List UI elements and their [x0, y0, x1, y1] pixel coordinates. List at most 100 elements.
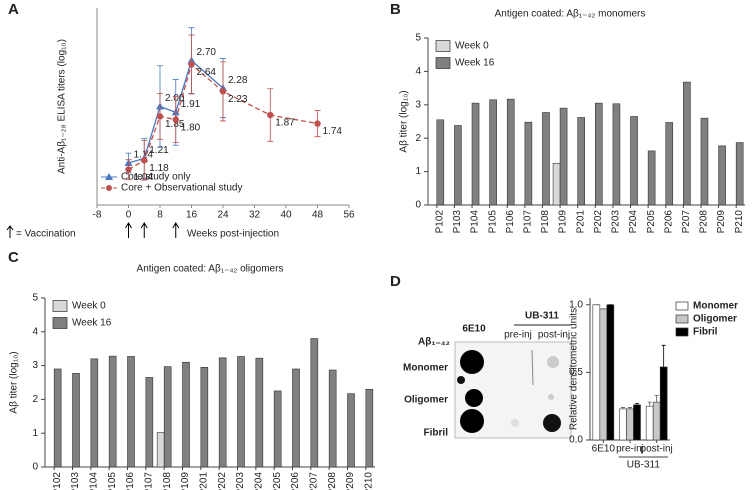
y-tick-label: 3 [415, 99, 421, 110]
marker [314, 120, 321, 127]
legend-marker [105, 173, 113, 180]
bar [700, 117, 709, 206]
bar [612, 103, 621, 206]
bar [645, 405, 654, 441]
x-tick-label: post-inj [641, 444, 673, 455]
blot-streak [531, 349, 534, 386]
y-tick-label: 5 [415, 33, 421, 44]
legend-marker [106, 185, 112, 191]
bar [630, 116, 638, 206]
marker [188, 61, 195, 68]
x-tick-label: P104 [88, 472, 99, 490]
x-tick-label: P208 [699, 210, 710, 234]
bar [619, 408, 627, 441]
blot-row: Oligomer [404, 395, 448, 406]
dot-blot: 6E10 UB-311 pre-inj post-inj Aβ₁₋₄₂ Mono… [403, 311, 572, 439]
x-tick-label: 56 [343, 210, 355, 221]
data-label: 1.18 [149, 163, 169, 174]
bar [471, 102, 480, 206]
bar [595, 102, 603, 206]
bar [524, 121, 533, 206]
annotation: = Vaccination [16, 229, 76, 240]
error-bar [661, 344, 666, 367]
x-tick-label: P206 [290, 472, 301, 490]
x-tick-label: P209 [345, 472, 356, 490]
x-tick-label: P208 [327, 472, 338, 490]
vaccination-arrow [172, 222, 180, 238]
bar [552, 162, 561, 206]
data-label: 1.21 [149, 145, 169, 156]
marker [156, 113, 164, 120]
x-tick-label: P109 [180, 472, 191, 490]
x-tick-label: P103 [70, 472, 81, 490]
panel-label: B [390, 1, 401, 18]
blot-dot [548, 394, 554, 400]
legend-label: Monomer [693, 301, 738, 312]
x-axis-label: Weeks post-injection [187, 229, 279, 240]
x-tick-label: P201 [575, 210, 586, 234]
x-tick-label: P103 [452, 210, 463, 234]
bar [626, 408, 634, 441]
x-tick-label: P108 [162, 472, 173, 490]
series-line [128, 63, 318, 171]
data-label: 1.91 [181, 99, 201, 110]
bar [735, 142, 744, 206]
marker [141, 157, 148, 164]
x-tick-label: P105 [107, 472, 118, 490]
bar [328, 369, 337, 468]
blot-lane: post-inj [538, 330, 570, 341]
error-bar [628, 407, 632, 409]
marker [219, 88, 227, 95]
legend-swatch [435, 57, 451, 69]
y-tick-label: 0.0 [569, 435, 583, 446]
x-tick-label: 32 [249, 210, 261, 221]
y-tick-label: 3 [32, 360, 38, 371]
bar [347, 393, 355, 468]
blot-dot [543, 414, 561, 432]
blot-antibody: 6E10 [462, 324, 486, 335]
legend-swatch [52, 300, 68, 312]
legend-swatch [52, 317, 68, 329]
x-tick-label: pre-inj [616, 444, 644, 455]
panel-label: C [8, 249, 19, 266]
bar [647, 150, 656, 206]
x-tick-label: 8 [157, 210, 163, 221]
error-bar [654, 394, 659, 403]
error-bar [647, 401, 652, 407]
y-tick-label: 5 [32, 293, 38, 304]
blot-lane: pre-inj [504, 330, 532, 341]
bar [273, 390, 282, 468]
x-tick-label: P104 [470, 210, 481, 234]
bar [606, 304, 615, 441]
x-tick-label: P207 [308, 472, 319, 490]
legend-swatch [675, 314, 689, 324]
data-label: 2.70 [197, 47, 217, 58]
blot-group: UB-311 [525, 311, 559, 322]
legend-label: Fibril [693, 327, 718, 338]
vaccination-arrow [125, 222, 132, 238]
legend-label: Core + Observational study [121, 183, 242, 194]
bar [53, 368, 62, 468]
x-tick-label: P210 [734, 210, 745, 234]
blot-dot [547, 356, 559, 368]
y-axis-label: Aβ titer (log₁₀) [399, 90, 410, 152]
legend-label: Week 16 [455, 58, 495, 69]
group-label: UB-311 [627, 460, 661, 471]
x-tick-label: P107 [143, 472, 154, 490]
bar [489, 99, 497, 206]
x-tick-label: P106 [125, 472, 136, 490]
x-tick-label: P204 [628, 210, 639, 234]
legend-label: Week 0 [455, 41, 489, 52]
x-tick-label: P102 [434, 210, 445, 234]
bar [633, 404, 641, 441]
legend-label: Oligomer [693, 314, 737, 325]
data-label: 2.64 [197, 67, 217, 78]
bar [652, 401, 661, 441]
y-tick-label: 0 [415, 200, 421, 211]
marker [125, 166, 132, 173]
bar [454, 125, 462, 206]
bar [718, 145, 726, 206]
bar [577, 117, 585, 206]
x-tick-label: P209 [716, 210, 727, 234]
